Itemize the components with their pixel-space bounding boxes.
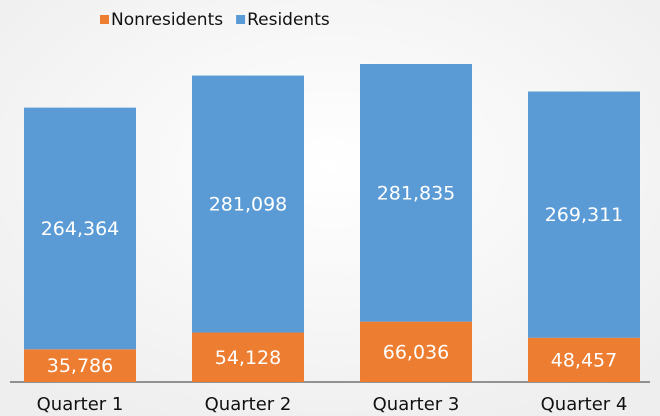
data-label: 264,364 bbox=[41, 218, 120, 240]
legend-label: Nonresidents bbox=[111, 10, 223, 30]
data-label: 281,835 bbox=[377, 182, 456, 204]
bar-segment bbox=[24, 107, 136, 350]
data-label: 269,311 bbox=[545, 204, 624, 226]
bar-segment bbox=[528, 91, 640, 338]
legend-label: Residents bbox=[247, 10, 330, 30]
data-label: 281,098 bbox=[209, 194, 288, 216]
x-tick-label: Quarter 1 bbox=[37, 394, 124, 415]
x-tick-label: Quarter 2 bbox=[205, 394, 292, 415]
x-tick-label: Quarter 4 bbox=[541, 394, 628, 415]
legend-swatch bbox=[236, 15, 246, 24]
bar-segment bbox=[360, 64, 472, 322]
bar-segment bbox=[192, 75, 304, 333]
bar-segment bbox=[192, 332, 304, 382]
bar-segment bbox=[360, 321, 472, 382]
bar-segment bbox=[24, 349, 136, 382]
x-tick-label: Quarter 3 bbox=[373, 394, 460, 415]
data-label: 66,036 bbox=[383, 341, 449, 363]
data-label: 54,128 bbox=[215, 347, 281, 369]
data-label: 35,786 bbox=[47, 355, 113, 377]
legend-swatch bbox=[100, 15, 109, 24]
data-label: 48,457 bbox=[551, 349, 617, 371]
bar-segment bbox=[528, 337, 640, 382]
